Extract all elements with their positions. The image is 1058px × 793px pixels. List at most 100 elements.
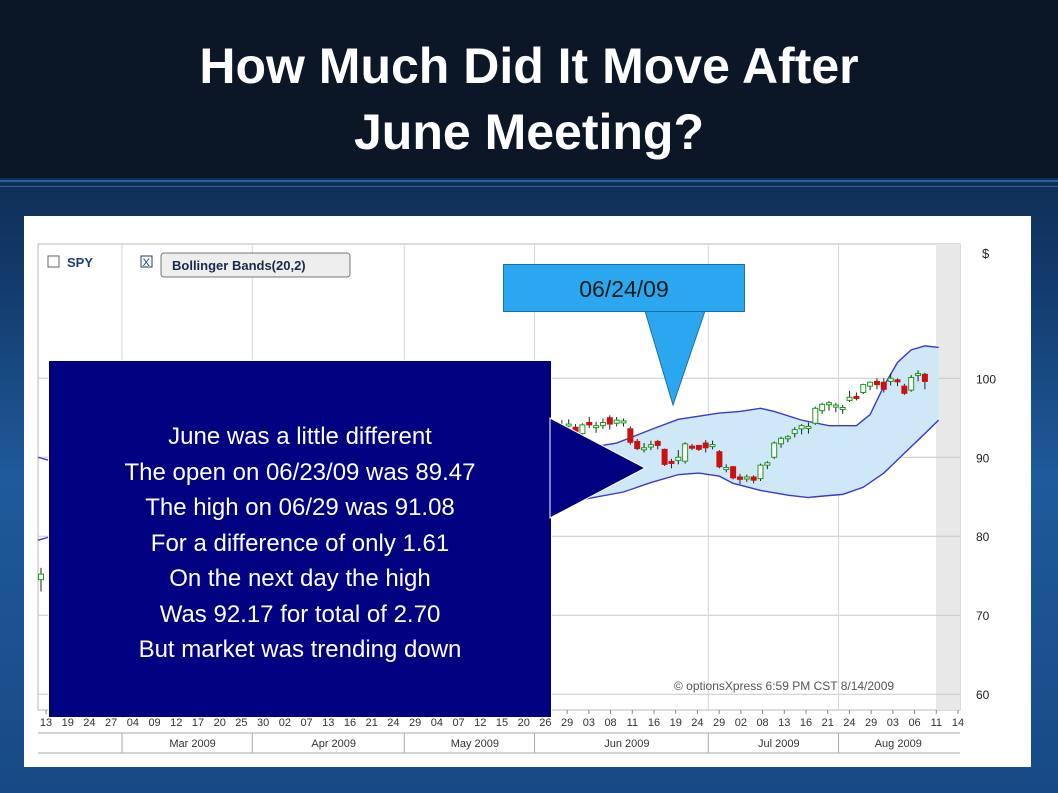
candle-body [791, 429, 798, 435]
candle-body [743, 476, 750, 480]
x-tick-label: 29 [561, 717, 573, 729]
x-tick-label: 11 [931, 717, 942, 729]
candle-body [805, 425, 812, 429]
x-tick-label: 29 [713, 717, 725, 729]
candle-body [839, 406, 846, 410]
candle-body [757, 464, 764, 480]
candle-body [860, 384, 867, 393]
x-tick-label: 02 [735, 717, 747, 729]
candle-body [599, 422, 606, 427]
x-tick-label: 24 [843, 717, 855, 729]
candle-body [716, 451, 723, 468]
candle-body [873, 380, 880, 386]
date-callout-pointer [644, 310, 706, 407]
x-tick-label: 17 [192, 717, 204, 729]
candle-body [730, 466, 737, 479]
candle-body [675, 456, 682, 461]
indicator-checkbox-mark: X [143, 257, 151, 269]
x-tick-label: 13 [322, 717, 334, 729]
x-tick-label: 20 [214, 717, 226, 729]
x-tick-label: 13 [778, 717, 790, 729]
candle-body [867, 381, 874, 387]
axis-layer: 60 70 80 90 100 $13 19 24 27 04 09 12 17 20 25 30 02 07 13… [38, 246, 996, 754]
candle-body [798, 425, 805, 430]
y-tick-label: 60 [976, 688, 990, 702]
note-line: But market was trending down [138, 636, 462, 663]
spy-symbol-label: SPY [67, 255, 93, 270]
candle-body [668, 460, 675, 464]
x-tick-label: 19 [62, 717, 74, 729]
x-tick-label: 12 [474, 717, 486, 729]
candle-body [593, 425, 600, 429]
title-divider [0, 180, 1058, 182]
title-bar: How Much Did It Move After June Meeting? [0, 0, 1058, 178]
chart-watermark: © optionsXpress 6:59 PM CST 8/14/2009 [674, 679, 894, 693]
candle-body [812, 407, 819, 424]
x-tick-label: 26 [539, 717, 551, 729]
bollinger-band-fill [555, 345, 939, 505]
x-tick-label: 08 [756, 717, 768, 729]
note-line: For a difference of only 1.61 [150, 529, 450, 557]
candle-body [853, 395, 860, 399]
candle-body [606, 417, 613, 425]
candle-body [901, 385, 908, 394]
x-tick-label: 21 [822, 717, 834, 729]
x-tick-label: 09 [148, 717, 160, 729]
candle-body [613, 419, 620, 424]
chart-controls: SPY X Bollinger Bands(20,2) [47, 252, 351, 278]
x-tick-label: 04 [127, 717, 139, 729]
note-text: June was a little different The open on … [48, 419, 552, 668]
x-tick-label: 24 [83, 717, 95, 729]
note-callout [48, 360, 552, 718]
note-callout-pointer [549, 417, 647, 519]
candle-body [627, 428, 634, 443]
x-tick-label: 04 [431, 717, 443, 729]
candle-body [586, 422, 593, 426]
x-tick-label: 30 [257, 717, 269, 729]
x-tick-label: 06 [908, 717, 920, 729]
x-tick-label: 24 [691, 717, 703, 729]
x-tick-label: 16 [648, 717, 660, 729]
month-label: Mar 2009 [169, 738, 215, 750]
x-tick-label: 03 [583, 717, 595, 729]
indicator-button [160, 252, 351, 278]
x-tick-label: 19 [670, 717, 682, 729]
candle-body [764, 462, 771, 466]
note-line: The high on 06/29 was 91.08 [145, 494, 455, 521]
month-label: Jul 2009 [758, 738, 800, 750]
spy-checkbox [47, 255, 60, 268]
note-line: On the next day the high [169, 565, 431, 592]
bollinger-lower-line [554, 419, 940, 506]
y-tick-label: 100 [976, 372, 996, 386]
month-label: May 2009 [451, 738, 499, 750]
candle-body [832, 404, 839, 408]
y-tick-label: 90 [976, 451, 990, 465]
candle-body [846, 396, 853, 401]
candle-body [38, 573, 44, 581]
candle-layer [38, 370, 928, 592]
candle-body [702, 442, 709, 449]
x-tick-label: 21 [366, 717, 378, 729]
note-line: Was 92.17 for total of 2.70 [159, 600, 441, 628]
x-tick-label: 24 [387, 717, 399, 729]
candle-body [880, 381, 887, 390]
candle-body [641, 447, 648, 451]
indicator-button-label: Bollinger Bands(20,2) [172, 258, 306, 273]
candle-body [819, 403, 826, 412]
candle-body [565, 423, 572, 427]
candle-body [620, 420, 627, 424]
indicator-checkbox [140, 255, 153, 268]
note-line: June was a little different [168, 423, 432, 450]
candle-body [682, 443, 689, 462]
x-tick-label: 07 [300, 717, 312, 729]
candle-body [709, 444, 716, 448]
x-tick-label: 03 [887, 717, 899, 729]
x-tick-label: 08 [604, 717, 616, 729]
x-tick-label: 11 [627, 717, 638, 729]
month-label: Aug 2009 [875, 738, 922, 750]
candle-body [634, 440, 641, 450]
x-tick-label: 07 [452, 717, 464, 729]
x-tick-label: 14 [952, 717, 964, 729]
candle-body [908, 376, 915, 391]
